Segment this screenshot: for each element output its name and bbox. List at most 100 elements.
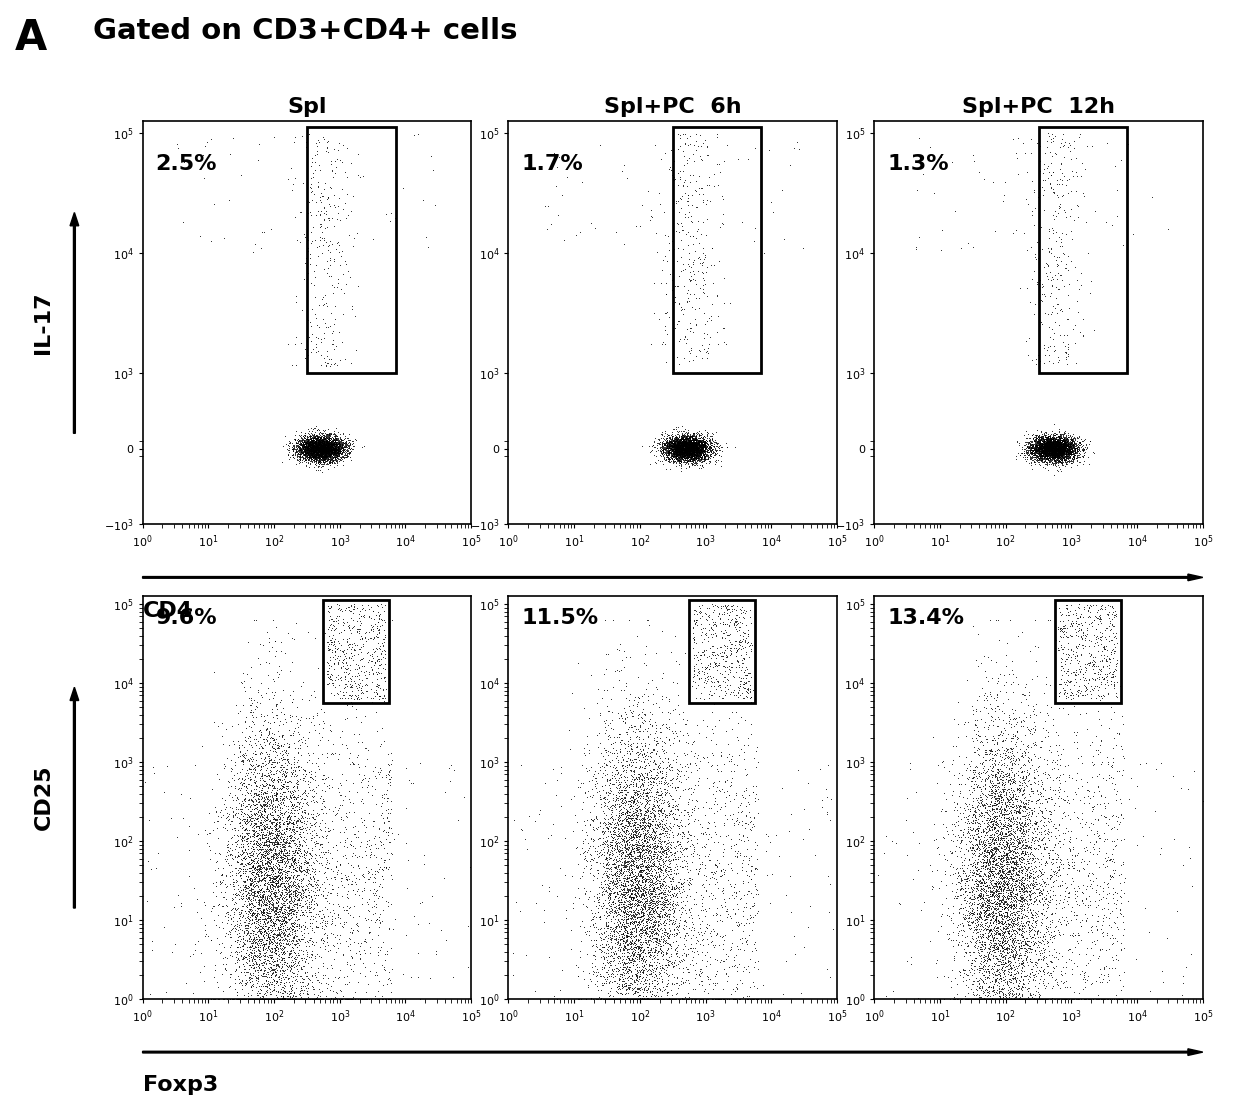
Point: [988, 941, 1008, 958]
Point: [986, 831, 1006, 849]
Point: [314, 432, 334, 449]
Point: [284, 983, 304, 1000]
Point: [682, 433, 702, 450]
Point: [976, 905, 996, 923]
Point: [286, 818, 306, 836]
Point: [316, 439, 336, 457]
Point: [295, 990, 315, 1008]
Point: [348, 859, 368, 877]
Point: [306, 446, 326, 464]
Point: [641, 857, 661, 874]
Point: [1095, 788, 1115, 806]
Point: [667, 769, 687, 787]
Point: [259, 887, 279, 904]
Point: [236, 777, 255, 795]
Point: [729, 990, 749, 1008]
Point: [1029, 438, 1049, 456]
Point: [618, 879, 637, 896]
Point: [998, 822, 1018, 840]
Point: [719, 616, 739, 634]
Point: [675, 436, 694, 454]
Point: [1035, 453, 1055, 470]
Point: [257, 923, 277, 941]
Point: [987, 835, 1007, 852]
Point: [686, 447, 706, 465]
Point: [1042, 445, 1061, 463]
Point: [963, 146, 983, 163]
Point: [294, 453, 314, 470]
Point: [972, 888, 992, 905]
Point: [686, 438, 706, 456]
Point: [982, 742, 1002, 760]
Point: [309, 438, 329, 456]
Point: [682, 439, 702, 457]
Point: [996, 746, 1016, 764]
Point: [286, 758, 306, 776]
Point: [1085, 651, 1105, 669]
Point: [670, 436, 689, 454]
Point: [268, 909, 288, 926]
Point: [255, 952, 275, 969]
Point: [1060, 433, 1080, 450]
Point: [1038, 432, 1058, 449]
Point: [290, 872, 310, 890]
Point: [998, 841, 1018, 859]
Point: [258, 852, 278, 870]
Point: [275, 907, 295, 925]
Point: [1092, 880, 1112, 898]
Point: [330, 898, 350, 915]
Point: [1055, 598, 1075, 616]
Point: [639, 956, 658, 974]
Point: [606, 786, 626, 804]
Point: [1066, 887, 1086, 904]
Point: [1001, 890, 1021, 907]
Point: [621, 907, 641, 925]
Point: [661, 945, 681, 963]
Point: [660, 905, 680, 923]
Point: [1007, 974, 1027, 991]
Point: [728, 614, 748, 631]
Point: [334, 306, 353, 323]
Point: [593, 976, 613, 994]
Point: [269, 900, 289, 917]
Point: [306, 448, 326, 466]
Point: [1029, 437, 1049, 455]
Point: [284, 807, 304, 825]
Point: [1016, 940, 1035, 957]
Point: [1022, 445, 1042, 463]
Point: [310, 442, 330, 459]
Point: [374, 613, 394, 630]
Point: [694, 436, 714, 454]
Point: [1049, 439, 1069, 457]
Point: [647, 838, 667, 856]
Point: [631, 896, 651, 914]
Point: [301, 445, 321, 463]
Point: [1013, 841, 1033, 859]
Point: [304, 450, 324, 468]
Point: [298, 440, 317, 458]
Point: [639, 850, 658, 868]
Point: [316, 436, 336, 454]
Point: [614, 843, 634, 861]
Point: [1035, 931, 1055, 948]
Point: [641, 335, 661, 352]
Point: [687, 437, 707, 455]
Point: [1045, 433, 1065, 450]
Point: [311, 439, 331, 457]
Point: [365, 892, 384, 910]
Point: [594, 712, 614, 730]
Point: [1032, 436, 1052, 454]
Point: [655, 439, 675, 457]
Point: [676, 435, 696, 453]
Point: [955, 990, 975, 1008]
Point: [257, 924, 277, 942]
Point: [723, 683, 743, 701]
Point: [538, 829, 558, 847]
Point: [635, 953, 655, 970]
Point: [1003, 870, 1023, 888]
Point: [270, 851, 290, 869]
Point: [1043, 817, 1063, 835]
Point: [691, 446, 711, 464]
Point: [294, 440, 314, 458]
Point: [691, 447, 711, 465]
